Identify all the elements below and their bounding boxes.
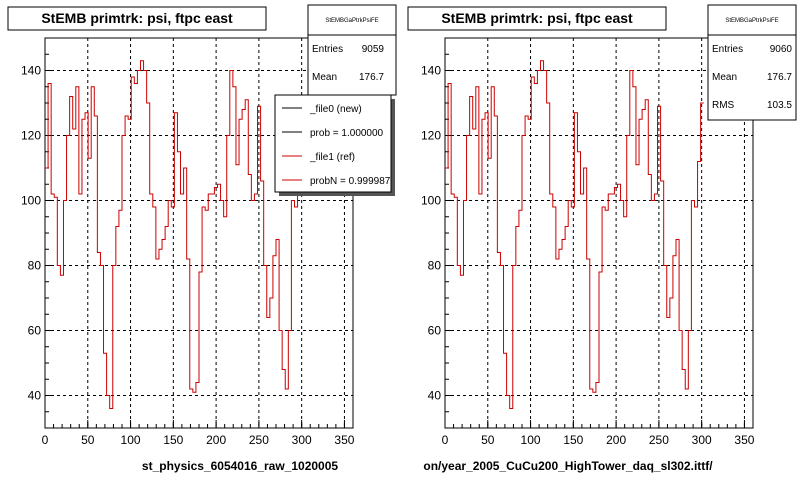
x-tick-label: 150 <box>563 433 583 447</box>
legend-label-file0: _file0 (new) <box>309 104 362 115</box>
legend-label-prob: prob = 1.000000 <box>310 128 384 139</box>
y-tick-label: 60 <box>28 324 42 338</box>
y-tick-label: 80 <box>428 259 442 273</box>
stats-header: StEMBGaPtrkPsiFE <box>325 18 378 24</box>
axis-ticks <box>44 37 354 429</box>
legend-label-probn: probN = 0.999987 <box>310 176 391 187</box>
y-tick-label: 120 <box>421 129 441 143</box>
x-tick-label: 0 <box>42 433 49 447</box>
x-tick-label: 0 <box>442 433 449 447</box>
histogram-series <box>445 60 704 409</box>
x-tick-labels: 0 50 100 150 200 250 300 350 <box>442 433 755 447</box>
y-tick-label: 100 <box>21 194 41 208</box>
y-tick-labels: 40 60 80 100 120 140 <box>421 64 441 403</box>
chart-title: StEMB primtrk: psi, ftpc east <box>41 10 233 26</box>
legend: _file0 (new) prob = 1.000000 _file1 (ref… <box>274 94 395 196</box>
stats-box: StEMBGaPtrkPsiFE Entries 9059 Mean 176.7 <box>307 4 397 96</box>
x-tick-label: 200 <box>606 433 626 447</box>
stats-entries-label: Entries <box>712 44 743 55</box>
x-tick-label: 50 <box>481 433 495 447</box>
y-tick-label: 80 <box>28 259 42 273</box>
legend-label-file1: _file1 (ref) <box>309 152 355 163</box>
stats-mean-value: 176.7 <box>767 72 792 83</box>
x-tick-label: 350 <box>734 433 754 447</box>
stats-entries-value: 9059 <box>362 44 385 55</box>
x-tick-label: 150 <box>163 433 183 447</box>
histogram-line <box>445 60 704 409</box>
y-tick-label: 140 <box>21 64 41 78</box>
stats-mean-value: 176.7 <box>359 72 384 83</box>
stats-box-frame <box>307 4 397 96</box>
stats-box-frame <box>707 4 797 121</box>
title-box <box>407 6 667 31</box>
legend-frame <box>274 94 392 193</box>
y-tick-label: 40 <box>28 389 42 403</box>
histogram-series <box>45 60 304 409</box>
y-tick-label: 100 <box>421 194 441 208</box>
x-tick-label: 250 <box>249 433 269 447</box>
x-tick-label: 100 <box>521 433 541 447</box>
stats-entries-value: 9060 <box>770 44 793 55</box>
x-tick-label: 250 <box>649 433 669 447</box>
stats-entries-label: Entries <box>312 44 343 55</box>
title-box <box>7 6 267 31</box>
x-tick-label: 300 <box>292 433 312 447</box>
y-tick-label: 60 <box>428 324 442 338</box>
stats-mean-label: Mean <box>712 72 737 83</box>
x-tick-label: 50 <box>81 433 95 447</box>
left-histogram-panel: 0 50 100 150 200 250 300 350 40 60 80 100 120 140 St… <box>7 4 397 473</box>
stats-header: StEMBGaPtrkPsiFE <box>725 18 778 24</box>
stats-mean-label: Mean <box>312 72 337 83</box>
y-tick-label: 140 <box>421 64 441 78</box>
y-tick-label: 40 <box>428 389 442 403</box>
x-tick-label: 350 <box>334 433 354 447</box>
chart-title: StEMB primtrk: psi, ftpc east <box>441 10 633 26</box>
x-tick-label: 200 <box>206 433 226 447</box>
x-tick-label: 100 <box>121 433 141 447</box>
x-tick-labels: 0 50 100 150 200 250 300 350 <box>42 433 355 447</box>
file-label: on/year_2005_CuCu200_HighTower_daq_sl302… <box>423 459 713 473</box>
histogram-line <box>45 60 304 409</box>
stats-box: StEMBGaPtrkPsiFE Entries 9060 Mean 176.7… <box>707 4 797 121</box>
y-tick-labels: 40 60 80 100 120 140 <box>21 64 41 403</box>
x-tick-label: 300 <box>692 433 712 447</box>
stats-rms-value: 103.5 <box>767 100 792 111</box>
right-histogram-panel: 0 50 100 150 200 250 300 350 40 60 80 100 120 140 St… <box>407 4 797 473</box>
grid-lines <box>45 38 353 428</box>
stats-rms-label: RMS <box>712 100 735 111</box>
axis-ticks <box>444 37 754 429</box>
y-tick-label: 120 <box>21 129 41 143</box>
file-label: st_physics_6054016_raw_1020005 <box>142 459 338 473</box>
grid-lines <box>445 38 753 428</box>
